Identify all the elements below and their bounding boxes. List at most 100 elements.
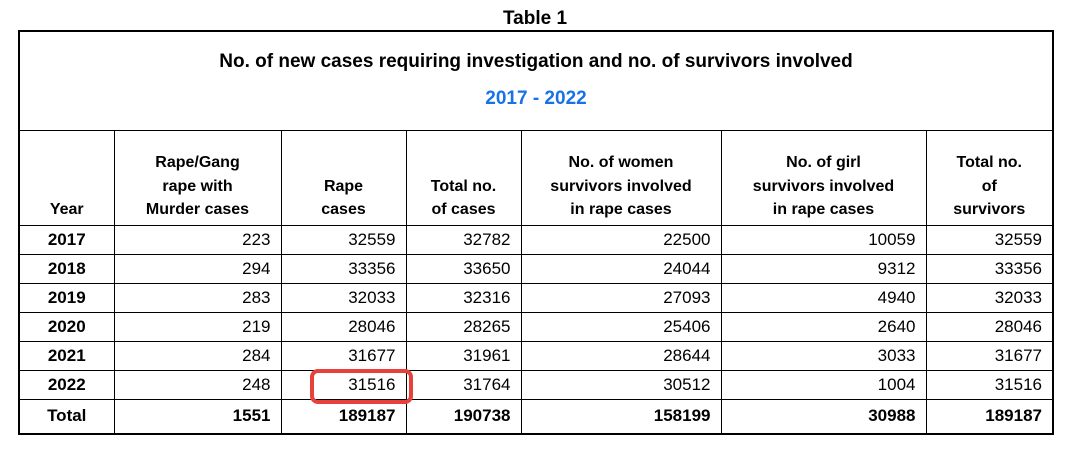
value-cell: 28644 bbox=[520, 341, 722, 371]
cell-text: 1004 bbox=[877, 375, 916, 394]
cell-text: 33650 bbox=[463, 259, 511, 278]
value-cell: 24044 bbox=[520, 254, 722, 284]
value-cell: 32033 bbox=[925, 283, 1054, 313]
cell-text: 28644 bbox=[663, 346, 711, 365]
cell-text: 2021 bbox=[47, 346, 86, 365]
value-cell: 30988 bbox=[720, 399, 927, 434]
value-cell: 30512 bbox=[520, 370, 722, 400]
total-label-cell: Total bbox=[18, 399, 115, 434]
value-cell: 3033 bbox=[720, 341, 927, 371]
table-row: 2021 284 31677 31961 28644 3033 31677 bbox=[18, 341, 1054, 371]
cell-text: 2640 bbox=[877, 317, 916, 336]
cell-text: Total bbox=[47, 406, 87, 426]
cell-text: 10059 bbox=[868, 230, 916, 249]
title-row: No. of new cases requiring investigation… bbox=[18, 30, 1054, 131]
cell-text: 1551 bbox=[232, 406, 271, 426]
value-cell: 189187 bbox=[925, 399, 1054, 434]
title-cell: No. of new cases requiring investigation… bbox=[18, 30, 1054, 131]
value-cell: 189187 bbox=[280, 399, 407, 434]
column-header-4: No. of women survivors involved in rape … bbox=[520, 130, 722, 226]
cell-text: 31677 bbox=[994, 346, 1042, 365]
cell-text: 31764 bbox=[463, 375, 511, 394]
table-row: 2020 219 28046 28265 25406 2640 28046 bbox=[18, 312, 1054, 342]
table-row: 2022 248 31516 31764 30512 1004 31516 bbox=[18, 369, 1054, 404]
year-cell: 2022 bbox=[18, 370, 115, 400]
value-cell: 283 bbox=[113, 283, 282, 313]
value-cell: 31516 bbox=[280, 369, 413, 404]
header-row: Year Rape/Gang rape with Murder cases Rape… bbox=[18, 130, 1054, 226]
table-row: 2019 283 32033 32316 27093 4940 32033 bbox=[18, 283, 1054, 313]
value-cell: 32782 bbox=[405, 225, 522, 255]
cell-text: 33356 bbox=[994, 259, 1042, 278]
column-header-6: Total no. of survivors bbox=[925, 130, 1054, 226]
value-cell: 31764 bbox=[405, 370, 522, 400]
cell-text: 2018 bbox=[47, 259, 86, 278]
value-cell: 28046 bbox=[925, 312, 1054, 342]
cell-text: 28046 bbox=[348, 317, 396, 336]
value-cell: 31677 bbox=[280, 341, 407, 371]
cell-text: 28046 bbox=[994, 317, 1042, 336]
cell-text: 32033 bbox=[994, 288, 1042, 307]
cell-text: 2020 bbox=[47, 317, 86, 336]
table-subtitle: 2017 - 2022 bbox=[485, 87, 587, 109]
year-cell: 2019 bbox=[18, 283, 115, 313]
table-row: 2017 223 32559 32782 22500 10059 32559 bbox=[18, 225, 1054, 255]
cell-text: 189187 bbox=[985, 406, 1042, 426]
cell-text: 25406 bbox=[663, 317, 711, 336]
value-cell: 248 bbox=[113, 370, 282, 400]
cell-text: 22500 bbox=[663, 230, 711, 249]
value-cell: 25406 bbox=[520, 312, 722, 342]
cell-text: 24044 bbox=[663, 259, 711, 278]
year-cell: 2020 bbox=[18, 312, 115, 342]
cell-text: 30988 bbox=[868, 406, 916, 426]
column-header-1: Rape/Gang rape with Murder cases bbox=[113, 130, 282, 226]
value-cell: 1551 bbox=[113, 399, 282, 434]
cell-text: 223 bbox=[242, 230, 271, 249]
value-cell: 32559 bbox=[925, 225, 1054, 255]
year-cell: 2018 bbox=[18, 254, 115, 284]
value-cell: 31677 bbox=[925, 341, 1054, 371]
value-cell: 32316 bbox=[405, 283, 522, 313]
cell-text: 3033 bbox=[877, 346, 916, 365]
cell-text: 32316 bbox=[463, 288, 511, 307]
value-cell: 9312 bbox=[720, 254, 927, 284]
cell-text: 284 bbox=[242, 346, 271, 365]
cell-text: 4940 bbox=[877, 288, 916, 307]
value-cell: 32559 bbox=[280, 225, 407, 255]
value-cell: 28046 bbox=[280, 312, 407, 342]
value-cell: 10059 bbox=[720, 225, 927, 255]
value-cell: 32033 bbox=[280, 283, 407, 313]
cell-text: 31961 bbox=[463, 346, 511, 365]
cell-text: 248 bbox=[242, 375, 271, 394]
value-cell: 294 bbox=[113, 254, 282, 284]
value-cell: 2640 bbox=[720, 312, 927, 342]
value-cell: 31961 bbox=[405, 341, 522, 371]
value-cell: 31516 bbox=[925, 370, 1054, 400]
value-cell: 22500 bbox=[520, 225, 722, 255]
cell-text: 2019 bbox=[47, 288, 86, 307]
column-header-5: No. of girl survivors involved in rape c… bbox=[720, 130, 927, 226]
value-cell: 33650 bbox=[405, 254, 522, 284]
year-cell: 2017 bbox=[18, 225, 115, 255]
value-cell: 33356 bbox=[280, 254, 407, 284]
table-row: 2018 294 33356 33650 24044 9312 33356 bbox=[18, 254, 1054, 284]
cell-text: 2017 bbox=[47, 230, 86, 249]
cell-text: 158199 bbox=[653, 406, 711, 426]
value-cell: 1004 bbox=[720, 370, 927, 400]
column-header-3: Total no. of cases bbox=[405, 130, 522, 226]
column-header-0: Year bbox=[18, 130, 115, 226]
cell-text: 28265 bbox=[463, 317, 511, 336]
cell-text: 32559 bbox=[348, 230, 396, 249]
value-cell: 33356 bbox=[925, 254, 1054, 284]
cell-text: 219 bbox=[242, 317, 271, 336]
cell-text: 30512 bbox=[663, 375, 711, 394]
value-cell: 219 bbox=[113, 312, 282, 342]
total-row: Total 1551 189187 190738 158199 30988 189187 bbox=[18, 399, 1054, 434]
cell-text: 294 bbox=[242, 259, 271, 278]
cell-text: 32033 bbox=[348, 288, 396, 307]
cell-text: 31516 bbox=[348, 375, 396, 394]
table-title: No. of new cases requiring investigation… bbox=[219, 50, 853, 72]
value-cell: 27093 bbox=[520, 283, 722, 313]
value-cell: 28265 bbox=[405, 312, 522, 342]
year-cell: 2021 bbox=[18, 341, 115, 371]
